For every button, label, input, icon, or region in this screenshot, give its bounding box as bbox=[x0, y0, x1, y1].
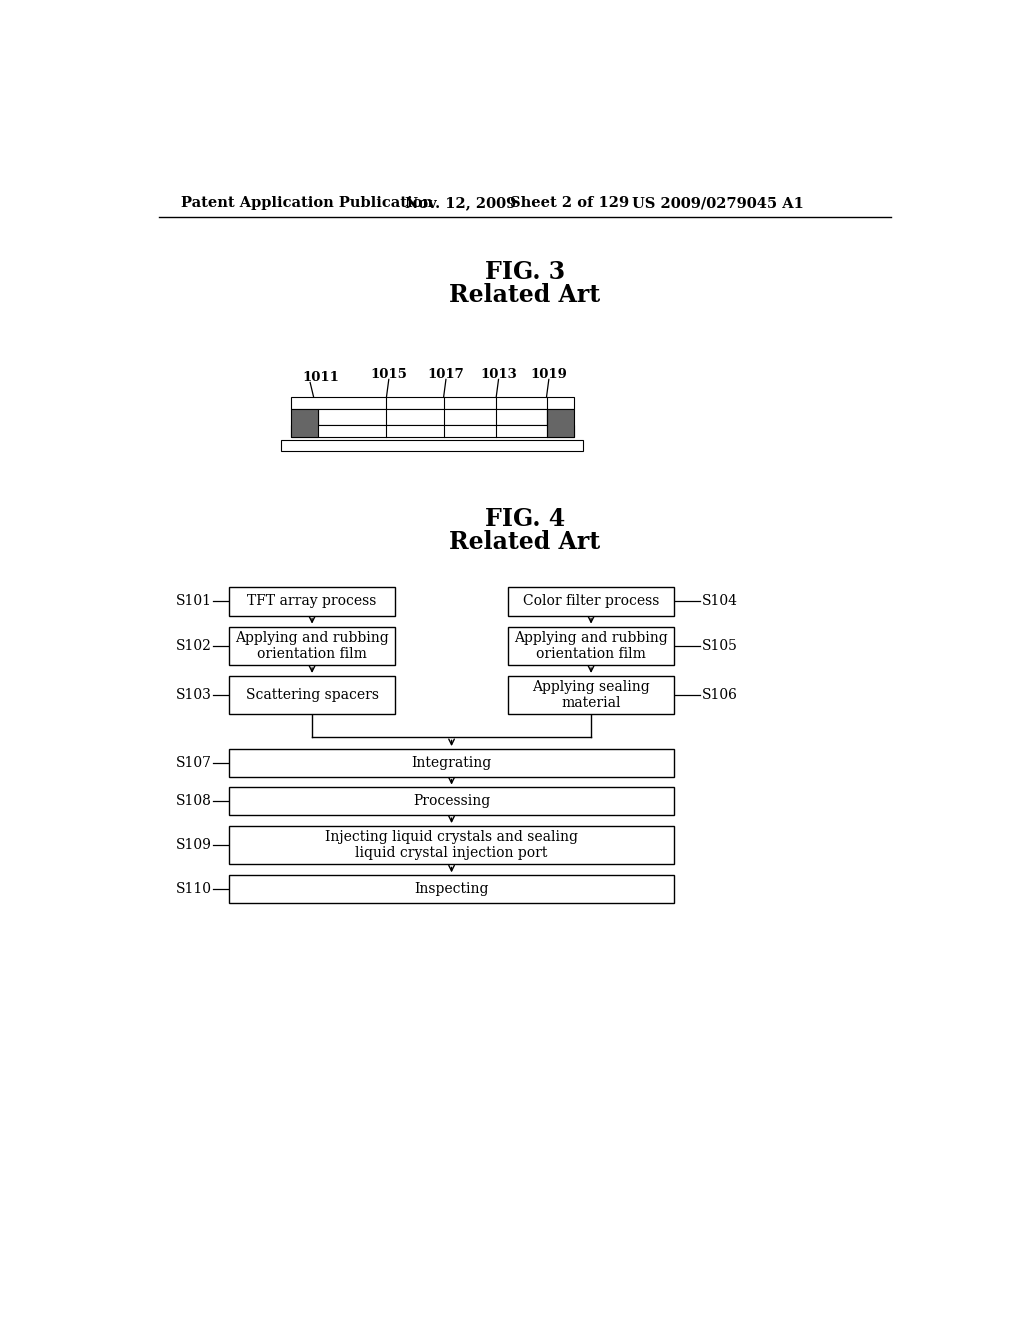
Text: 1019: 1019 bbox=[530, 367, 567, 380]
Text: 1011: 1011 bbox=[302, 371, 339, 384]
Text: 1013: 1013 bbox=[480, 367, 517, 380]
Bar bbox=[228, 586, 395, 615]
Text: Processing: Processing bbox=[413, 795, 490, 808]
Text: S101: S101 bbox=[176, 594, 212, 609]
Text: Applying sealing
material: Applying sealing material bbox=[532, 680, 650, 710]
Text: S104: S104 bbox=[701, 594, 737, 609]
Text: TFT array process: TFT array process bbox=[248, 594, 377, 609]
Bar bbox=[508, 676, 675, 714]
Bar bbox=[547, 409, 573, 437]
Text: Patent Application Publication: Patent Application Publication bbox=[180, 197, 433, 210]
Bar bbox=[228, 788, 675, 816]
Text: S109: S109 bbox=[176, 838, 212, 853]
Text: Inspecting: Inspecting bbox=[415, 882, 488, 896]
Bar bbox=[317, 409, 547, 425]
Text: Applying and rubbing
orientation film: Applying and rubbing orientation film bbox=[236, 631, 389, 661]
Text: S105: S105 bbox=[701, 639, 737, 653]
Text: 1017: 1017 bbox=[428, 367, 464, 380]
Text: Related Art: Related Art bbox=[450, 284, 600, 308]
Text: S107: S107 bbox=[176, 756, 212, 770]
Bar bbox=[291, 425, 573, 437]
Bar bbox=[291, 409, 317, 437]
Bar bbox=[228, 875, 675, 903]
Text: 1015: 1015 bbox=[371, 367, 408, 380]
Bar bbox=[282, 441, 583, 451]
Text: FIG. 3: FIG. 3 bbox=[484, 260, 565, 284]
Text: US 2009/0279045 A1: US 2009/0279045 A1 bbox=[632, 197, 804, 210]
Text: Sheet 2 of 129: Sheet 2 of 129 bbox=[510, 197, 629, 210]
Text: S102: S102 bbox=[176, 639, 212, 653]
Text: Integrating: Integrating bbox=[412, 756, 492, 770]
Bar bbox=[228, 826, 675, 865]
Bar bbox=[228, 676, 395, 714]
Text: Nov. 12, 2009: Nov. 12, 2009 bbox=[406, 197, 517, 210]
Bar bbox=[291, 397, 573, 409]
Bar bbox=[228, 748, 675, 776]
Text: S106: S106 bbox=[701, 688, 737, 702]
Text: Applying and rubbing
orientation film: Applying and rubbing orientation film bbox=[514, 631, 668, 661]
Text: Scattering spacers: Scattering spacers bbox=[246, 688, 379, 702]
Text: Color filter process: Color filter process bbox=[523, 594, 659, 609]
Bar bbox=[508, 586, 675, 615]
Text: Related Art: Related Art bbox=[450, 529, 600, 554]
Bar bbox=[228, 627, 395, 665]
Text: S110: S110 bbox=[176, 882, 212, 896]
Text: S108: S108 bbox=[176, 795, 212, 808]
Text: FIG. 4: FIG. 4 bbox=[484, 507, 565, 531]
Bar bbox=[508, 627, 675, 665]
Text: Injecting liquid crystals and sealing
liquid crystal injection port: Injecting liquid crystals and sealing li… bbox=[325, 830, 579, 861]
Text: S103: S103 bbox=[176, 688, 212, 702]
